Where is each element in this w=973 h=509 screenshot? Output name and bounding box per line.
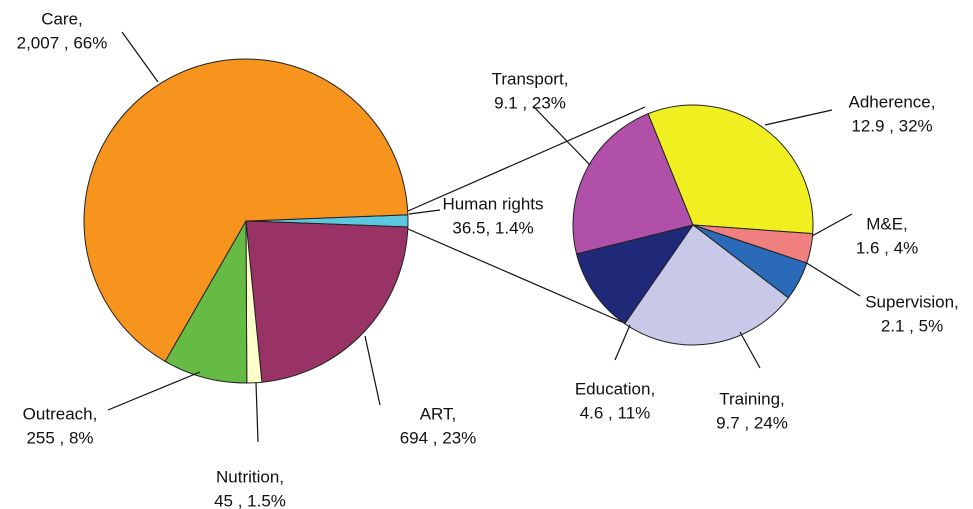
value-label: 2,007 , 66% (17, 33, 108, 52)
pie-slice (575, 224, 695, 325)
pie-slice (647, 104, 814, 235)
value-label: 255 , 8% (26, 428, 93, 447)
leader-line (121, 31, 159, 83)
slice-label: Nutrition, (216, 467, 284, 486)
slice-label: Training, (719, 389, 785, 408)
slice-label: ART, (420, 404, 457, 423)
leader-line (614, 324, 631, 361)
slice-label: Education, (575, 379, 655, 398)
pie-slice (245, 220, 409, 383)
value-label: 9.1 , 23% (494, 93, 566, 112)
leader-line (532, 105, 591, 166)
value-label: 2.1 , 5% (881, 316, 943, 335)
value-label: 694 , 23% (400, 428, 477, 447)
leader-line (739, 331, 761, 369)
slice-label: M&E, (866, 214, 908, 233)
value-label: 45 , 1.5% (214, 491, 286, 509)
leader-line (811, 213, 853, 237)
value-label: 9.7 , 24% (716, 413, 788, 432)
slice-label: Outreach, (23, 404, 98, 423)
value-label: 1.6 , 4% (856, 238, 918, 257)
value-label: 4.6 , 11% (580, 403, 651, 422)
connector (407, 106, 646, 212)
leader-line (255, 382, 259, 443)
value-label: 12.9 , 32% (851, 116, 932, 135)
pie-slice (164, 219, 248, 384)
slice-label: Transport, (492, 69, 569, 88)
leader-line (804, 261, 861, 297)
pie-slice (83, 58, 409, 363)
pie-slice (623, 224, 790, 346)
slice-label: Supervision, (865, 292, 959, 311)
slice-label: Care, (41, 9, 83, 28)
leader-line (364, 335, 381, 406)
leader-line (107, 371, 201, 411)
pie-slice (572, 113, 694, 255)
leader-line (764, 109, 833, 126)
connector (407, 228, 623, 323)
leader-line (408, 209, 441, 215)
value-label: 36.5, 1.4% (452, 218, 533, 237)
slice-label: Adherence, (849, 92, 936, 111)
slice-label: Human rights (442, 194, 543, 213)
